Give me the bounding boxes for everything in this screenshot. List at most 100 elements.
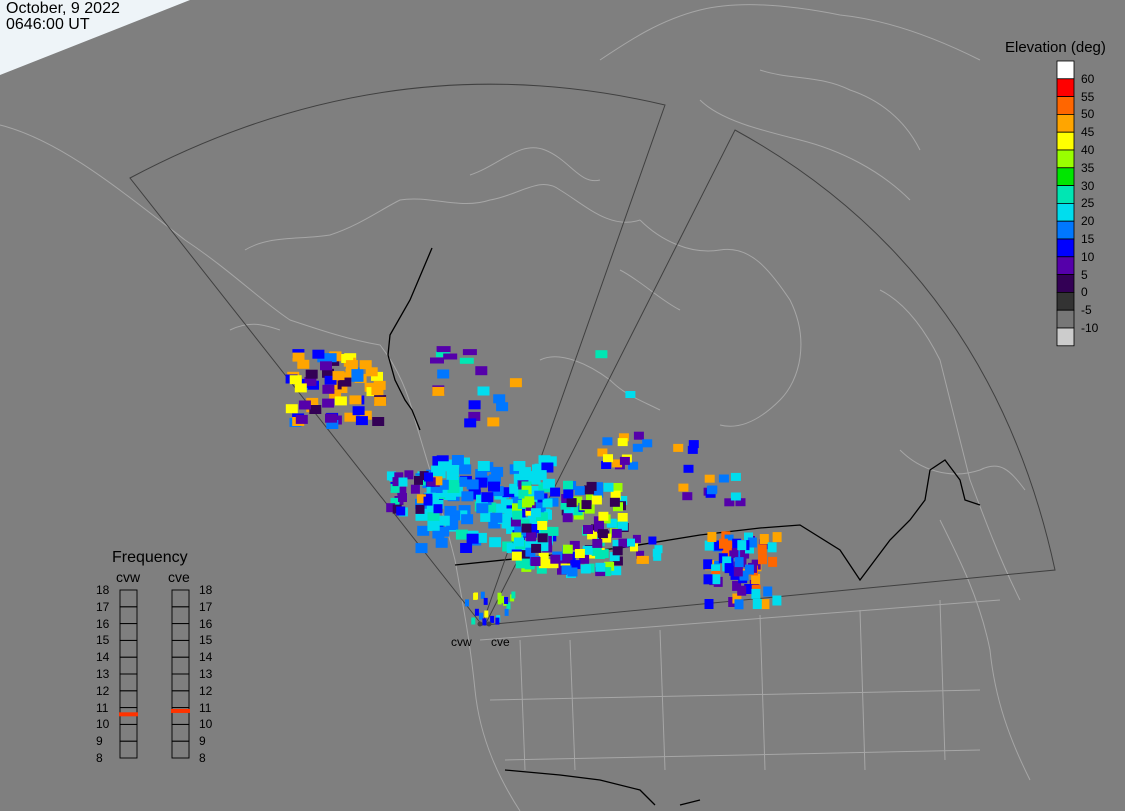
echo-cell [491,466,504,477]
echo-cell [294,383,307,393]
echo-cell [724,534,734,545]
echo-cell [285,404,298,414]
echo-cell [729,548,739,558]
echo-cell [563,480,573,490]
echo-cell [604,561,615,571]
colorbar-tick-label: 0 [1081,285,1088,300]
echo-cell [396,506,406,516]
echo-cell [423,496,433,506]
echo-cell [595,550,606,559]
echo-cell [372,417,385,426]
echo-cell [447,483,460,493]
echo-cell [703,574,713,585]
echo-cell [466,533,479,544]
echo-cell [525,547,536,557]
echo-cell [609,497,620,507]
echo-cell [329,389,342,399]
echo-cell [548,526,559,536]
echo-cell [574,549,585,558]
echo-cell [567,567,578,577]
echo-cell [627,538,635,547]
echo-cell [511,532,522,542]
echo-cell [724,563,734,574]
echo-cell [487,417,500,427]
frequency-tick-left: 10 [96,717,110,732]
echo-cell [309,405,322,414]
frequency-tick-right: 14 [199,650,213,665]
echo-cell [722,548,731,559]
echo-cell [732,538,742,549]
echo-cell [371,371,383,381]
daylight-region [0,0,190,75]
echo-cell [430,357,444,364]
echo-cell [415,498,427,509]
fov-cve [484,129,1056,626]
echo-cell [509,378,522,388]
echo-cell [737,585,747,596]
echo-cell [506,543,519,554]
fov-cvw [129,83,666,627]
echo-cell [513,473,526,484]
colorbar-swatch [1056,149,1075,169]
frequency-gauge-cell [171,656,190,675]
echo-cell [537,533,548,543]
echo-cell [706,486,717,495]
elevation-colorbar [1056,60,1075,347]
echo-cell [760,599,770,610]
frequency-gauge-cell [171,639,190,658]
echo-cell [504,508,517,519]
time-label: 0646:00 UT [6,16,90,33]
echo-cell [768,556,778,567]
colorbar-swatch [1056,202,1075,222]
echo-cell [415,504,425,514]
frequency-gauges [119,589,190,759]
echo-cell [593,482,603,492]
frequency-indicator-cve [171,708,190,713]
echo-cell [475,469,488,480]
international-border [387,247,981,806]
echo-cell [504,608,509,616]
echo-cell [617,513,628,522]
echo-cell [462,349,477,356]
echo-cell [536,564,547,574]
echo-cell [355,416,368,426]
echo-cell [493,394,506,404]
echo-cell [609,552,620,562]
echo-cell [464,418,477,428]
echo-cell [461,491,474,502]
frequency-gauge-cell [119,639,138,658]
echo-cell [446,470,459,480]
echo-cell [488,518,501,529]
echo-cell [512,510,523,520]
echo-cell [324,353,337,363]
echo-cell [704,474,715,483]
echo-cell [563,489,574,499]
echo-cell [594,522,605,532]
frequency-legend-title: Frequency [112,549,188,566]
echo-cell [734,599,744,610]
echo-cell [535,512,548,523]
echo-cell [466,479,479,490]
echo-cell [579,554,590,564]
echo-cell [476,503,489,514]
frequency-gauge-cell [171,723,190,742]
echo-cell [611,528,622,538]
echo-cell [732,593,742,604]
colorbar-swatch [1056,274,1075,293]
echo-cell [515,559,526,569]
frequency-gauge-cell [119,740,138,759]
echo-cell [424,472,433,482]
echo-cell [688,440,699,449]
frequency-gauge-cell [119,673,138,692]
frequency-tick-right: 11 [199,700,212,715]
echo-cell [537,521,548,530]
echo-cell [730,492,741,501]
echo-cell [495,617,500,625]
echo-cell [744,564,754,575]
echo-cell [325,413,337,423]
echo-cell [352,406,365,416]
echo-cell [389,472,399,482]
echo-cell [572,506,583,516]
frequency-gauge-cell [119,623,138,641]
echo-cell [437,515,450,526]
